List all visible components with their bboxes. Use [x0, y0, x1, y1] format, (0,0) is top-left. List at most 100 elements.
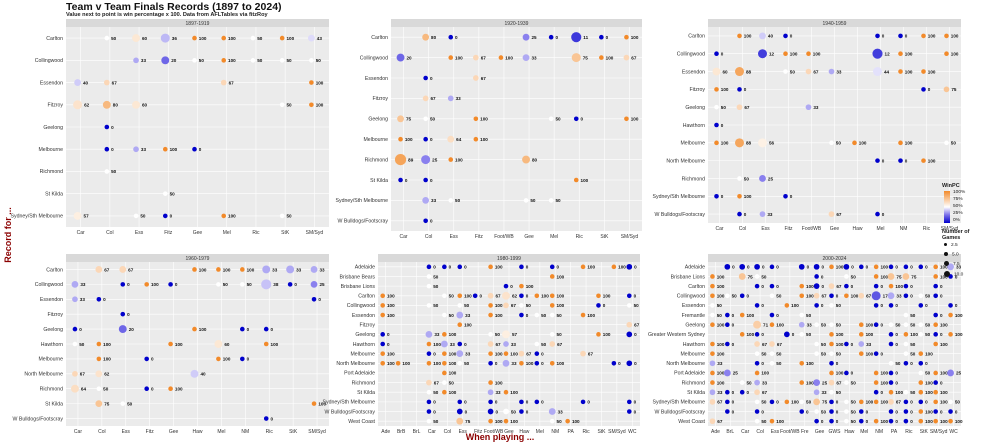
data-point — [829, 322, 834, 328]
point-label: 100 — [449, 361, 457, 366]
data-point — [710, 380, 715, 385]
data-point — [503, 408, 509, 415]
point-label: 67 — [896, 400, 902, 405]
data-point — [709, 360, 716, 367]
point-label: 100 — [170, 147, 178, 152]
data-point — [799, 283, 805, 289]
data-point — [844, 283, 849, 289]
data-point — [380, 293, 386, 299]
point-label: 100 — [790, 52, 798, 57]
data-point — [426, 351, 432, 356]
data-point — [873, 399, 879, 405]
data-point — [216, 282, 221, 287]
data-point — [947, 263, 954, 271]
data-point — [626, 263, 633, 270]
col-tick-label: Ess — [135, 230, 144, 236]
point-label: 50 — [951, 141, 957, 146]
data-point — [518, 350, 525, 357]
data-point — [814, 351, 819, 356]
point-label: 100 — [103, 357, 111, 362]
col-tick-label: Haw — [192, 429, 202, 435]
point-label: 50 — [433, 419, 439, 424]
row-tick-label: Richmond — [682, 176, 705, 182]
point-label: 100 — [510, 419, 518, 424]
data-point — [423, 177, 428, 183]
row-tick-label: Fitzroy — [47, 103, 63, 109]
data-point — [813, 379, 821, 386]
point-label: 0 — [821, 284, 824, 289]
point-label: 100 — [955, 332, 963, 337]
row-tick-label: Fitzroy — [47, 312, 63, 318]
col-tick-label: Ess — [122, 429, 131, 435]
data-point — [739, 389, 745, 395]
data-point — [933, 322, 938, 328]
point-label: 100 — [618, 265, 626, 270]
data-point — [548, 408, 556, 415]
data-point — [120, 282, 126, 287]
data-point — [119, 266, 127, 273]
data-point — [769, 341, 775, 347]
data-point — [806, 51, 811, 57]
point-label: 0 — [851, 265, 854, 270]
point-label: 50 — [732, 294, 738, 299]
point-label: 33 — [434, 332, 440, 337]
point-label: 0 — [866, 419, 869, 424]
row-tick-label: Essendon — [682, 303, 705, 309]
data-point — [311, 296, 317, 302]
data-point — [250, 35, 256, 41]
point-label: 100 — [717, 342, 725, 347]
point-label: 0 — [925, 361, 928, 366]
data-point — [307, 34, 315, 42]
point-label: 0 — [790, 194, 793, 199]
data-point — [221, 35, 227, 41]
point-label: 100 — [449, 351, 457, 356]
data-point — [71, 384, 79, 393]
data-point — [798, 321, 805, 328]
data-point — [873, 380, 879, 385]
point-label: 100 — [557, 361, 565, 366]
data-point — [498, 55, 504, 60]
point-label: 0 — [925, 400, 928, 405]
point-label: 0 — [634, 265, 637, 270]
point-label: 0 — [910, 284, 913, 289]
point-label: 100 — [836, 332, 844, 337]
row-tick-label: Brisbane Lions — [341, 284, 376, 290]
point-label: 50 — [821, 409, 827, 414]
data-point — [626, 409, 632, 414]
data-point — [759, 211, 766, 217]
col-tick-label: Fitz — [784, 226, 793, 232]
data-point — [918, 351, 924, 356]
point-label: 0 — [851, 371, 854, 376]
point-label: 17 — [883, 294, 889, 299]
legend-tick: 25% — [953, 211, 963, 216]
data-point — [72, 341, 78, 347]
point-label: 50 — [79, 342, 85, 347]
point-label: 67 — [128, 267, 134, 272]
data-point — [488, 264, 493, 270]
data-point — [549, 341, 556, 347]
data-point — [903, 351, 909, 356]
data-point — [784, 331, 790, 338]
point-label: 64 — [456, 137, 462, 142]
data-point — [829, 389, 834, 395]
data-point — [799, 380, 805, 385]
data-point — [903, 360, 909, 366]
point-label: 50 — [721, 105, 727, 110]
point-label: 0 — [776, 400, 779, 405]
data-point — [918, 418, 924, 424]
data-point — [548, 34, 554, 40]
point-label: 0 — [634, 361, 637, 366]
data-point — [735, 67, 744, 77]
point-label: 100 — [761, 371, 769, 376]
point-label: 100 — [940, 419, 948, 424]
col-tick-label: Ess — [450, 234, 459, 240]
data-point — [457, 399, 463, 405]
point-label: 33 — [431, 198, 437, 203]
point-label: 100 — [940, 390, 948, 395]
point-label: 100 — [910, 332, 918, 337]
data-point — [944, 33, 949, 39]
row-tick-label: Geelong — [368, 117, 388, 123]
facet-panel: 1897-1919 Carlton Collingwood Essendon Fitzr… — [11, 19, 329, 236]
data-point — [933, 399, 938, 405]
row-tick-label: Richmond — [352, 380, 375, 386]
